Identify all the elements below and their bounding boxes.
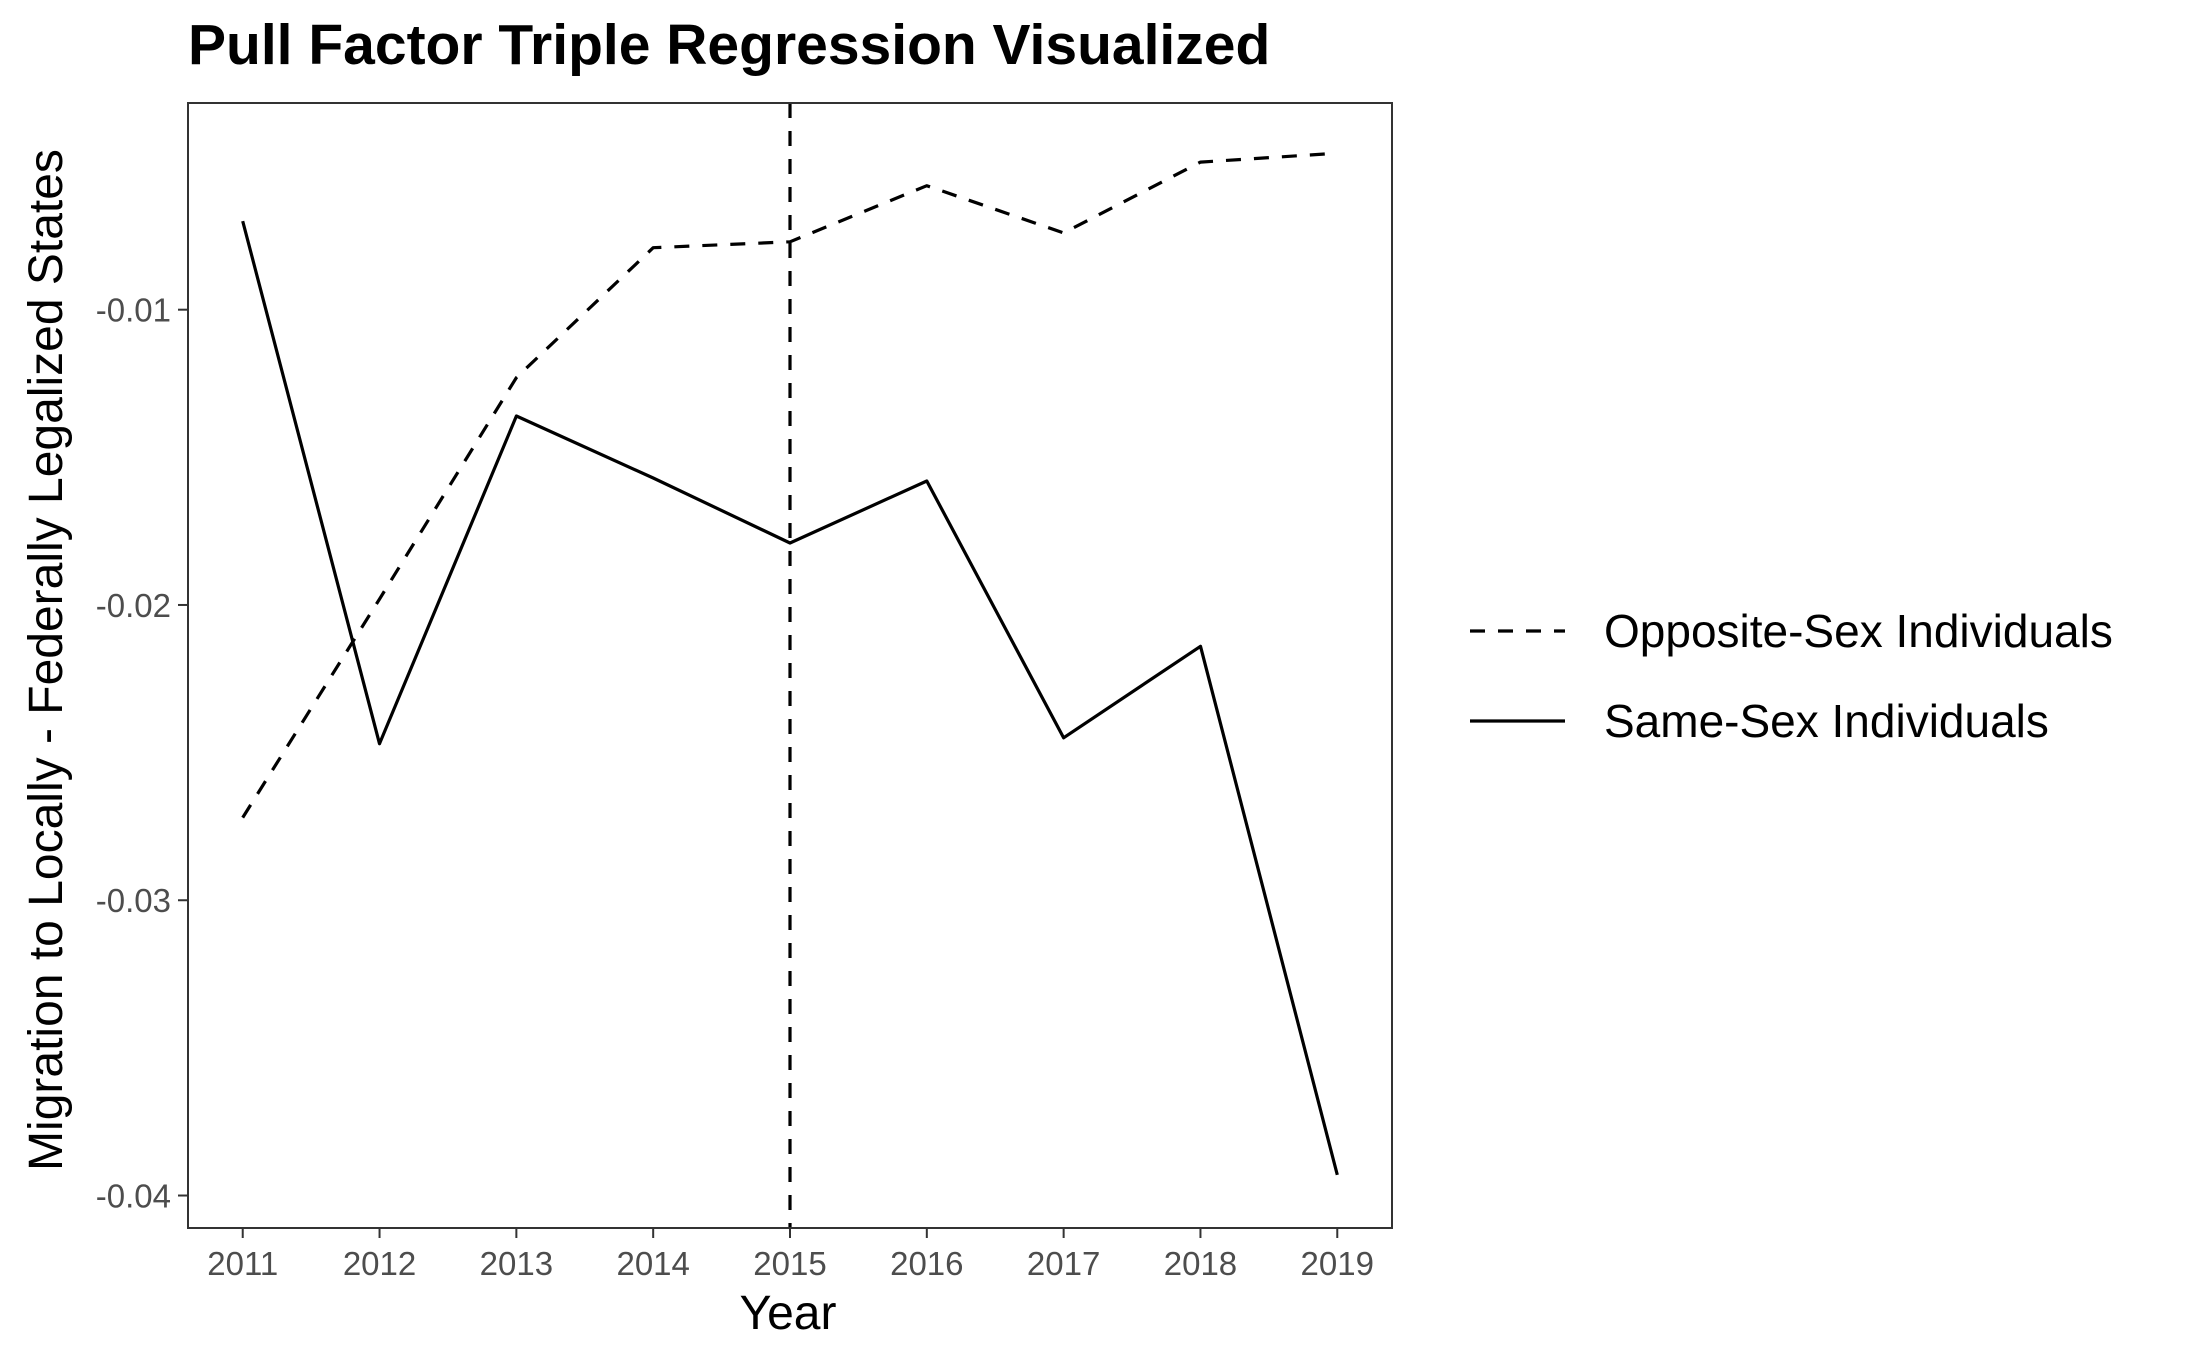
plot-panel — [187, 102, 1393, 1229]
series-line-0 — [241, 151, 1338, 819]
x-tick-label: 2013 — [480, 1245, 553, 1282]
x-tick-label: 2012 — [343, 1245, 416, 1282]
legend-label-0: Opposite-Sex Individuals — [1604, 605, 2113, 657]
y-tick-label: -0.03 — [96, 882, 171, 919]
y-tick-label: -0.01 — [96, 292, 171, 329]
chart-title: Pull Factor Triple Regression Visualized — [188, 13, 1270, 77]
series-lines — [241, 151, 1339, 1176]
x-tick-label: 2014 — [616, 1245, 689, 1282]
x-tick-label: 2018 — [1164, 1245, 1237, 1282]
x-tick-label: 2017 — [1027, 1245, 1100, 1282]
legend-label-1: Same-Sex Individuals — [1604, 695, 2049, 747]
x-axis: 2011 2012 2013 2014 2015 2016 2017 2018 2019 — [207, 1228, 1374, 1282]
series-line-1 — [241, 220, 1339, 1176]
x-axis-title: Year — [740, 1287, 837, 1340]
x-tick-label: 2016 — [890, 1245, 963, 1282]
y-axis: -0.01 -0.02 -0.03 -0.04 — [96, 292, 188, 1215]
y-tick-label: -0.02 — [96, 587, 171, 624]
x-tick-label: 2019 — [1301, 1245, 1374, 1282]
legend: Opposite-Sex Individuals Same-Sex Individ… — [1470, 605, 2113, 747]
x-tick-label: 2015 — [753, 1245, 826, 1282]
y-tick-label: -0.04 — [96, 1178, 171, 1215]
y-axis-title: Migration to Locally - Federally Legaliz… — [20, 149, 73, 1171]
x-tick-label: 2011 — [207, 1245, 278, 1282]
